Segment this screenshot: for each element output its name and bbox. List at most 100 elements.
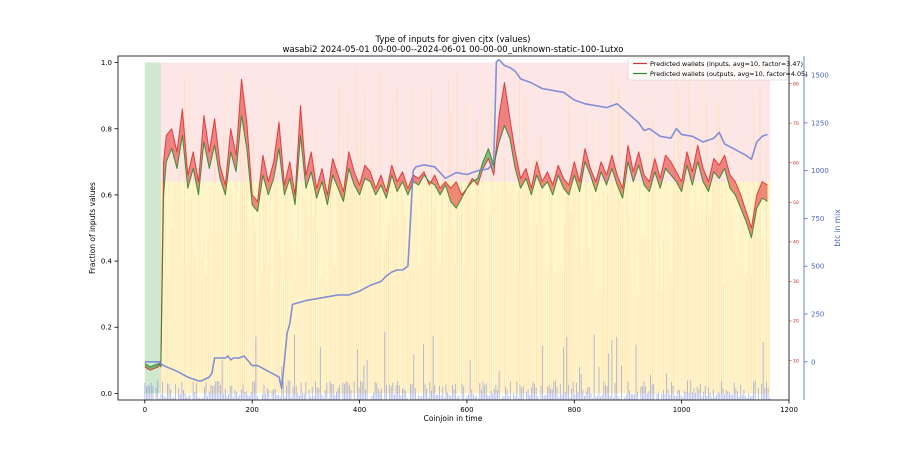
fill-inputs-over	[193, 151, 199, 195]
x-tick-label: 200	[246, 406, 259, 414]
fill-inputs-over	[601, 161, 607, 185]
fill-inputs-over	[187, 151, 194, 189]
y-tick-label: 0.8	[101, 125, 112, 133]
fill-inputs-over	[558, 165, 564, 189]
fill-inputs-over	[163, 135, 167, 195]
fill-inputs-over	[504, 82, 510, 139]
fill-outputs-over	[150, 363, 159, 371]
y3-tick-label: 70	[793, 121, 799, 127]
fill-inputs-over	[697, 145, 704, 182]
fill-inputs-over	[660, 155, 666, 189]
fill-inputs-over	[520, 168, 526, 189]
y2-tick-label: 1500	[811, 72, 829, 80]
fill-inputs-over	[595, 161, 602, 192]
background-bands	[144, 62, 771, 394]
fill-inputs-over	[268, 161, 274, 195]
fill-inputs-over	[230, 128, 237, 172]
fill-inputs-over	[321, 168, 328, 205]
x-axis-label: Coinjoin in time	[424, 414, 483, 423]
fill-inputs-over	[644, 175, 650, 192]
fill-inputs-over	[370, 171, 376, 195]
x-tick-label: 0	[143, 406, 147, 414]
y2-tick-label: 750	[811, 215, 824, 223]
fill-inputs-over	[316, 168, 322, 199]
fill-inputs-over	[252, 194, 258, 212]
fill-inputs-over	[273, 122, 280, 179]
fill-inputs-over	[284, 161, 290, 195]
fill-inputs-over	[171, 128, 178, 169]
y3-tick-label: 40	[793, 240, 799, 246]
chart-title: Type of inputs for given cjtx (values)	[375, 35, 531, 45]
y2-tick-label: 500	[811, 263, 824, 271]
x-tick-label: 1200	[780, 406, 798, 414]
x-tick-label: 600	[460, 406, 473, 414]
fill-inputs-over	[719, 155, 725, 179]
series-lines	[144, 59, 768, 390]
fill-inputs-over	[735, 181, 741, 209]
fill-inputs-over	[397, 171, 403, 192]
fill-inputs-over	[708, 158, 714, 192]
fill-outputs-over	[483, 148, 489, 169]
x-tick-label: 800	[568, 406, 581, 414]
y3-tick-label: 60	[793, 161, 799, 167]
fill-inputs-over	[166, 128, 172, 162]
fill-inputs-over	[359, 165, 365, 195]
y2-axis: 0 250 500 750 1000 1250 1500	[803, 56, 829, 400]
plot-frame	[117, 55, 790, 401]
legend: Predicted wallets (inputs, avg=10, facto…	[627, 57, 808, 81]
fill-inputs-over	[542, 171, 548, 189]
y3-tick-label: 10	[793, 358, 799, 364]
fill-inputs-over	[402, 171, 408, 195]
fill-inputs-over	[687, 151, 693, 185]
x-tick-label: 1000	[673, 406, 691, 414]
fill-inputs-over	[740, 194, 747, 222]
fill-inputs-over	[434, 175, 441, 195]
chart-subtitle: wasabi2 2024-05-01 00-00-00--2024-06-01 …	[283, 45, 624, 55]
fill-inputs-over	[158, 360, 161, 367]
x-tick-label: 400	[353, 406, 366, 414]
fill-outputs-over	[488, 148, 494, 176]
legend-box	[627, 57, 788, 81]
fill-inputs-over	[209, 118, 215, 169]
y2-tick-label: 1250	[811, 119, 829, 127]
fill-inputs-over	[450, 181, 457, 209]
y-axis: 0.0 0.2 0.4 0.6 0.8 1.0	[101, 59, 118, 398]
fill-inputs-over	[676, 171, 682, 192]
fill-outputs-over	[144, 363, 151, 371]
x-axis: 0 200 400 600 800 1000 1200	[143, 400, 798, 414]
series-line-1	[144, 115, 768, 368]
fill-inputs-over	[665, 155, 671, 176]
fill-inputs-over	[177, 108, 183, 169]
fill-inputs-over	[611, 155, 618, 185]
fill-inputs-over	[606, 155, 612, 185]
fill-inputs-over	[638, 151, 645, 185]
fill-inputs-over	[364, 165, 371, 182]
fill-inputs-over	[692, 145, 698, 185]
fill-inputs-over	[241, 79, 247, 149]
series-line-0	[144, 78, 768, 371]
fill-inputs-over	[547, 171, 553, 195]
y-tick-label: 1.0	[101, 59, 112, 67]
y3-tick-label: 20	[793, 319, 799, 325]
y-tick-label: 0.6	[101, 191, 113, 199]
fill-inputs-over	[746, 211, 752, 238]
y-tick-label: 0.0	[101, 390, 112, 398]
fill-inputs-over	[262, 155, 269, 195]
fill-inputs-over	[762, 181, 768, 202]
fill-outputs-over	[472, 178, 478, 185]
series-line-2	[144, 59, 768, 390]
fill-inputs-over	[729, 175, 736, 195]
y2-tick-label: 250	[811, 311, 824, 319]
fill-inputs-over	[332, 158, 339, 189]
fill-inputs-over	[756, 181, 763, 209]
y3-axis: 10 20 30 40 50 60 70 80	[789, 81, 799, 364]
fill-inputs-over	[348, 151, 355, 185]
fill-inputs-over	[670, 161, 677, 182]
y2-tick-label: 0	[811, 358, 815, 366]
y-tick-label: 0.4	[101, 258, 113, 266]
fill-inputs-over	[552, 165, 559, 195]
fill-inputs-over	[305, 151, 312, 189]
fill-inputs-over	[574, 161, 580, 192]
fill-outputs-over	[477, 161, 484, 185]
